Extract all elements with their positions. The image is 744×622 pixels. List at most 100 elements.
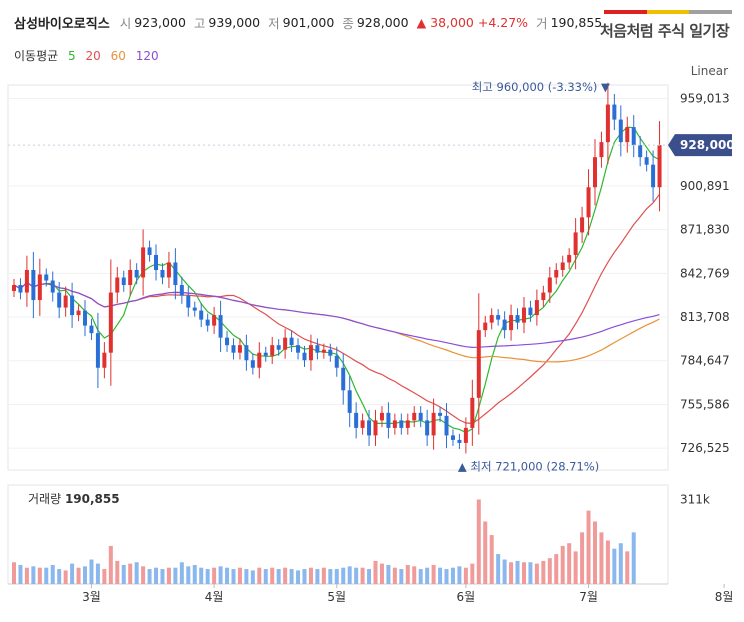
candle-body (412, 412, 417, 421)
volume-bar (612, 548, 617, 584)
candle-body (218, 315, 223, 338)
volume-bar (418, 569, 423, 584)
volume-bar (18, 564, 23, 584)
volume-bar (121, 564, 126, 584)
volume-bar (108, 545, 113, 584)
candle-body (257, 352, 262, 368)
volume-panel-value: 190,855 (65, 492, 120, 506)
candle-body (541, 292, 546, 301)
candle-body (399, 420, 404, 428)
candle-body (341, 367, 346, 391)
volume-tick-label: 311k (680, 492, 710, 506)
candle-body (599, 142, 604, 158)
volume-bar (599, 532, 604, 584)
candle-body (638, 145, 643, 158)
candle-body (231, 345, 236, 353)
volume-bar (128, 563, 133, 584)
candle-body (244, 345, 249, 361)
candle-body (179, 285, 184, 296)
volume-bar (534, 563, 539, 584)
volume-bar (541, 560, 546, 584)
volume-bar (625, 551, 630, 584)
volume-bar (547, 558, 552, 584)
ma-120[interactable]: 120 (135, 49, 159, 63)
volume-bar (476, 499, 481, 584)
current-price-badge (668, 134, 732, 157)
volume-bar (444, 569, 449, 584)
x-tick-label: 8월 (715, 590, 734, 604)
close-label: 종 (342, 16, 354, 31)
x-tick-label: 6월 (457, 590, 476, 604)
candle-body (296, 345, 301, 353)
candle-body (392, 420, 397, 428)
volume-bar (250, 570, 255, 584)
candle-body (567, 254, 572, 263)
volume-bar (44, 567, 49, 584)
candle-body (496, 315, 501, 320)
volume-bar (618, 543, 623, 584)
volume-bar (276, 569, 281, 584)
volume-bar (554, 554, 559, 584)
brand-title: 처음처럼 주식 일기장 (600, 22, 730, 40)
ma-5[interactable]: 5 (68, 49, 76, 63)
volume-bar (76, 567, 81, 584)
volume-bar (470, 563, 475, 584)
volume-value: 190,855 (550, 15, 603, 30)
volume-bar (179, 562, 184, 584)
candle-body (470, 397, 475, 428)
volume-bar (225, 567, 230, 584)
y-tick-label: 900,891 (680, 179, 730, 193)
open-value: 923,000 (134, 15, 186, 30)
low-label: 저 (268, 16, 280, 31)
volume-bar (347, 566, 352, 584)
y-tick-label: 959,013 (680, 92, 730, 106)
volume-bar (115, 560, 120, 584)
moving-average-legend: 이동평균 5 20 60 120 (14, 47, 165, 64)
candle-body (270, 345, 275, 356)
volume-bar (580, 532, 585, 584)
candle-body (134, 269, 139, 278)
candle-body (289, 337, 294, 346)
candle-body (50, 280, 55, 293)
volume-bar (70, 563, 75, 584)
brand-stripe (604, 10, 733, 14)
y-tick-label: 871,830 (680, 223, 730, 237)
volume-bar (263, 569, 268, 584)
volume-bar (573, 551, 578, 584)
volume-bar (489, 535, 494, 584)
volume-bar (199, 567, 204, 584)
volume-bar (166, 567, 171, 584)
volume-bar (218, 566, 223, 584)
volume-bar (341, 567, 346, 584)
volume-bar (521, 562, 526, 584)
scale-toggle[interactable]: Linear (690, 64, 728, 78)
volume-bar (405, 564, 410, 584)
volume-bar (360, 567, 365, 584)
candle-body (308, 345, 313, 361)
candle-body (115, 277, 120, 293)
current-price-label: 928,000 (680, 138, 735, 152)
candle-body (476, 330, 481, 398)
candle-body (321, 349, 326, 353)
ma-line-120 (13, 281, 660, 349)
candle-body (560, 262, 565, 270)
candle-body (425, 420, 430, 436)
candle-body (76, 310, 81, 316)
volume-bar (95, 563, 100, 584)
volume-bar (102, 569, 107, 584)
ma-60[interactable]: 60 (110, 49, 126, 63)
volume-bar (296, 570, 301, 584)
price-panel (7, 84, 669, 471)
candle-body (205, 319, 210, 326)
ma-20[interactable]: 20 (85, 49, 101, 63)
candle-body (154, 254, 159, 270)
candle-body (212, 315, 217, 326)
candle-body (250, 360, 255, 368)
volume-bar (509, 562, 514, 584)
volume-bar (173, 567, 178, 584)
candle-body (83, 310, 88, 326)
candle-body (354, 412, 359, 428)
volume-bar (354, 567, 359, 584)
volume-bar (567, 543, 572, 584)
